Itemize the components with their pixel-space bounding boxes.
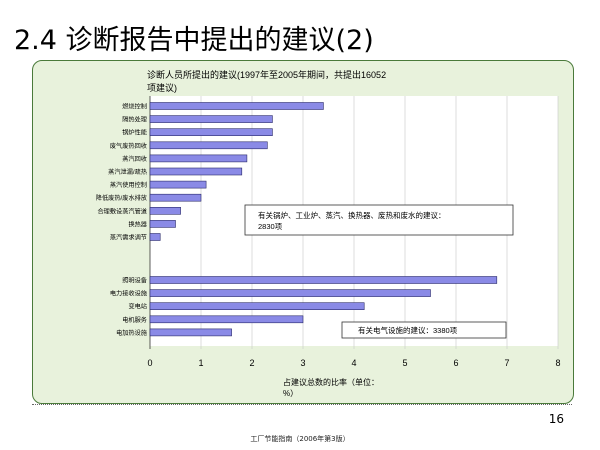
bar bbox=[149, 115, 273, 123]
bar bbox=[149, 102, 324, 110]
category-label: 燃烧控制 bbox=[122, 103, 147, 111]
bar bbox=[149, 328, 232, 337]
x-axis-label-line2: %） bbox=[283, 389, 298, 398]
x-tick-label: 3 bbox=[300, 358, 305, 368]
category-label: 蒸汽回收 bbox=[122, 155, 147, 163]
bar bbox=[149, 193, 202, 202]
bar bbox=[149, 233, 161, 241]
bar bbox=[149, 154, 248, 163]
category-label: 换热器 bbox=[128, 220, 147, 228]
annotation-boiler-line1: 有关锅炉、工业炉、蒸汽、换热器、废热和废水的建议： bbox=[258, 210, 446, 220]
footer-text: 工厂节能指南（2006年第3版） bbox=[250, 435, 350, 443]
slide-title: 2.4 诊断报告中提出的建议(2) bbox=[14, 25, 374, 56]
x-tick-label: 6 bbox=[453, 358, 458, 368]
bar bbox=[149, 180, 207, 189]
category-label: 锅炉性能 bbox=[122, 129, 147, 137]
x-tick-label: 1 bbox=[198, 358, 203, 368]
x-tick-label: 2 bbox=[249, 358, 254, 368]
x-tick-label: 5 bbox=[402, 358, 407, 368]
category-label: 蒸汽需求调节 bbox=[110, 234, 147, 242]
annotation-electrical-box: 有关电气设施的建议：3380项 bbox=[341, 321, 507, 339]
category-label: 降低废热/废水排放 bbox=[96, 194, 147, 202]
bar bbox=[149, 207, 181, 215]
category-label: 蒸汽泄漏/疏热 bbox=[108, 168, 148, 176]
bar bbox=[149, 289, 431, 297]
category-label: 合理敷设蒸汽管道 bbox=[98, 207, 148, 215]
bar bbox=[149, 220, 176, 228]
annotation-boiler-box: 有关锅炉、工业炉、蒸汽、换热器、废热和废水的建议： 2830项 bbox=[244, 204, 514, 236]
dotted-divider bbox=[32, 404, 572, 405]
bar bbox=[149, 167, 243, 176]
x-tick-label: 8 bbox=[555, 358, 560, 368]
category-label: 废气废热回收 bbox=[110, 142, 147, 150]
chart-title-line1: 诊断人员所提出的建议(1997年至2005年期间，共提出16052 bbox=[147, 69, 386, 80]
bar bbox=[149, 302, 365, 311]
bar bbox=[149, 315, 304, 324]
x-tick-label: 7 bbox=[504, 358, 509, 368]
category-label: 蒸汽使用控制 bbox=[110, 181, 147, 189]
bar bbox=[149, 141, 268, 150]
bar bbox=[149, 128, 273, 136]
category-label: 变电站 bbox=[128, 303, 147, 311]
x-tick-label: 0 bbox=[147, 358, 152, 368]
x-tick-label: 4 bbox=[351, 358, 356, 368]
annotation-electrical-line1: 有关电气设施的建议：3380项 bbox=[358, 325, 458, 335]
category-label: 电机服务 bbox=[122, 316, 147, 324]
category-label: 电力接收设施 bbox=[110, 290, 147, 298]
page-number: 16 bbox=[548, 412, 564, 426]
chart-title-line2: 项建议) bbox=[147, 82, 177, 93]
annotation-boiler-line2: 2830项 bbox=[258, 222, 283, 231]
bar bbox=[149, 276, 498, 284]
category-label: 隔热处理 bbox=[122, 116, 147, 124]
x-axis-label-line1: 占建议总数的比率（单位： bbox=[283, 377, 379, 387]
category-label: 电加热设施 bbox=[116, 329, 147, 337]
category-label: 照明设备 bbox=[122, 277, 148, 285]
